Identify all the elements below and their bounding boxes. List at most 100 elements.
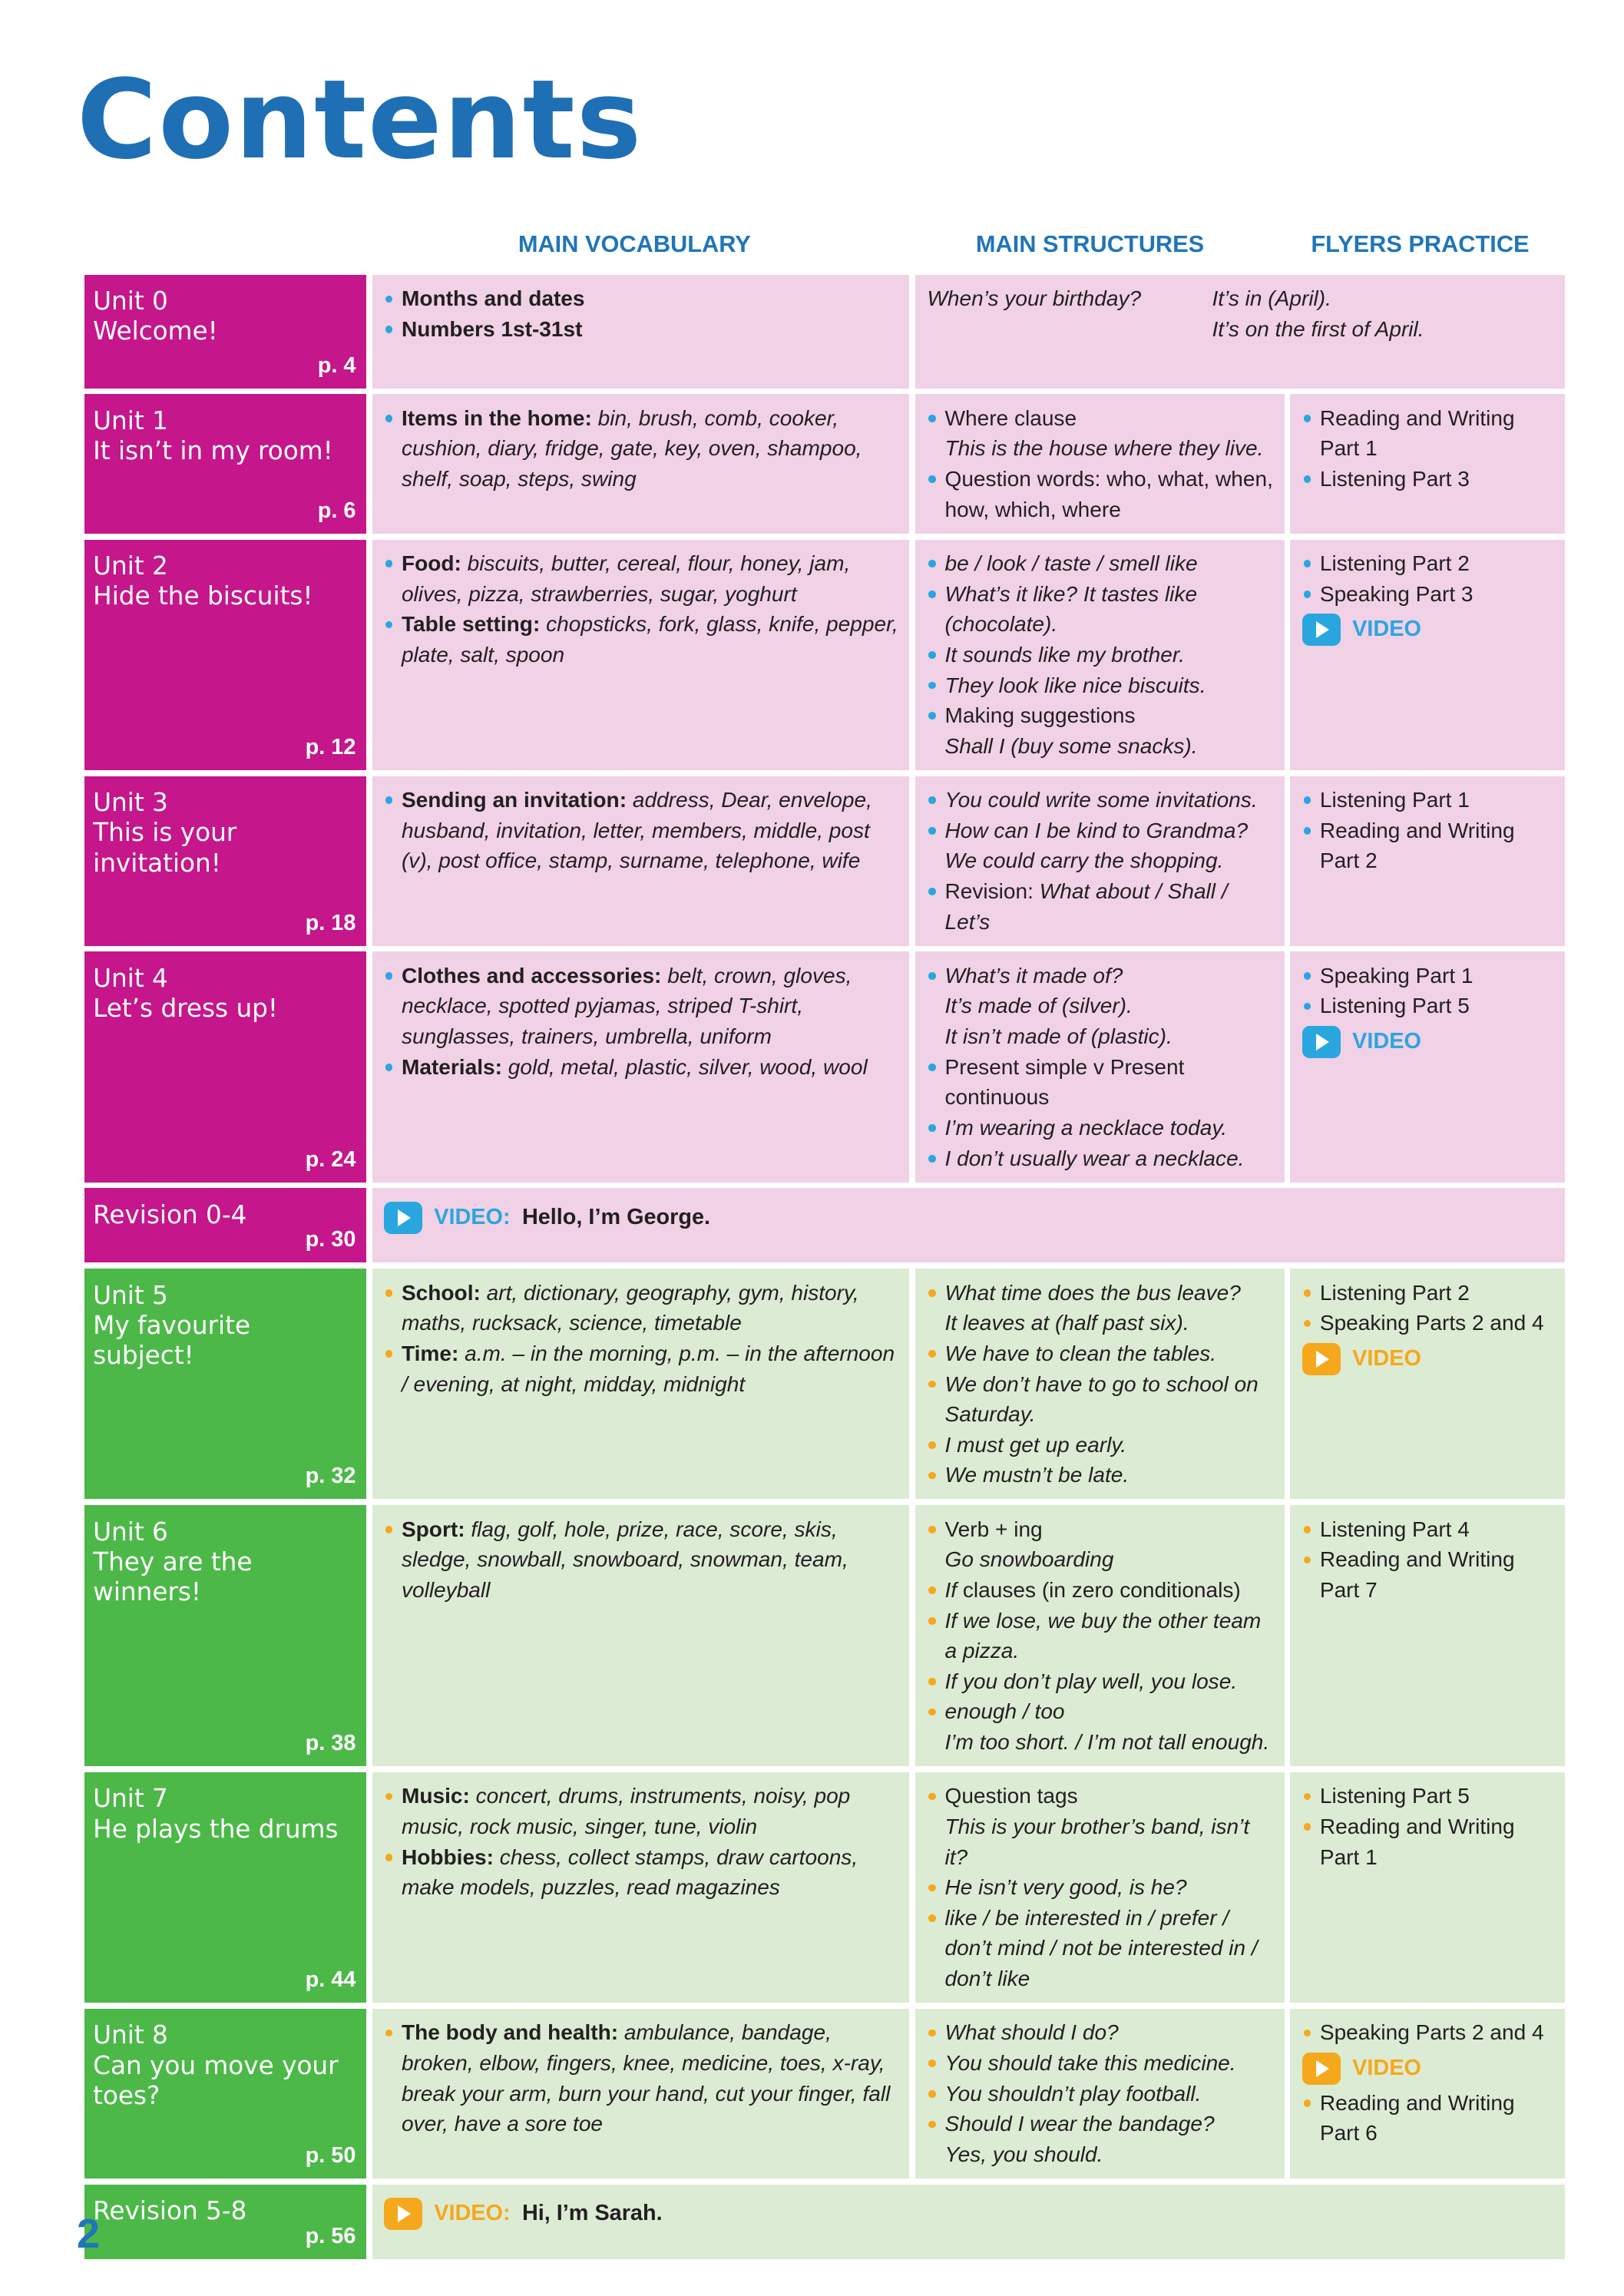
page-number: 2 — [76, 2211, 100, 2258]
structure-text: What’s it made of? — [944, 963, 1123, 988]
structure-text: If — [944, 1577, 958, 1602]
vocab-item: Hobbies: chess, collect stamps, draw car… — [384, 1842, 901, 1903]
unit-cell[interactable]: Revision 0-4 p. 30 — [84, 1188, 366, 1263]
vocab-words: gold, metal, plastic, silver, wood, wool — [501, 1054, 868, 1079]
structures-cell: Question tags This is your brother’s band… — [915, 1772, 1285, 2003]
vocab-words: belt, crown, gloves, necklace, spotted p… — [401, 963, 852, 1049]
play-icon — [383, 1201, 422, 1234]
structure-item: They look like nice biscuits. — [927, 670, 1275, 701]
revision-content: VIDEO: Hi, I’m Sarah. — [372, 2184, 1566, 2259]
vocab-category: Music: — [401, 1784, 470, 1808]
structure-line: What’s it like? It tastes like (chocolat… — [945, 579, 1276, 640]
structure-line: We don’t have to go to school on Saturda… — [945, 1369, 1276, 1430]
page-ref: p. 56 — [305, 2223, 356, 2248]
video-link[interactable]: VIDEO — [1302, 1025, 1556, 1059]
structure-item: I’m wearing a necklace today. — [927, 1113, 1275, 1143]
unit-cell[interactable]: Unit 4 Let’s dress up! p. 24 — [84, 951, 366, 1183]
flyers-item: Reading and Writing Part 2 — [1302, 816, 1556, 876]
vocab-item: Months and dates — [384, 283, 901, 314]
unit-row: Unit 0 Welcome! p. 4 Months and dates Number… — [84, 274, 1566, 389]
unit-row: Revision 5-8 p. 56 VIDEO: Hi, I’m Sarah. — [84, 2184, 1566, 2259]
unit-name: It isn’t in my room! — [93, 436, 333, 466]
structure-pairs: When’s your birthday? It’s in (April). It’… — [927, 283, 1556, 344]
flyers-item: Speaking Part 1 — [1302, 961, 1556, 991]
structure-line: It leaves at (half past six). — [945, 1308, 1276, 1338]
vocab-words: biscuits, butter, cereal, flour, honey, … — [401, 551, 851, 606]
structure-item: What’s it like? It tastes like (chocolat… — [927, 579, 1275, 640]
structure-item: If clauses (in zero conditionals) — [927, 1575, 1275, 1606]
unit-name: Let’s dress up! — [93, 994, 278, 1024]
video-link[interactable]: VIDEO: Hello, I’m George. — [383, 1201, 1556, 1234]
structure-text: Present simple v Present continuous — [944, 1054, 1185, 1110]
unit-label: Unit 8 — [93, 2020, 168, 2050]
structure-text: We don’t have to go to school on Saturda… — [944, 1371, 1259, 1427]
unit-row: Unit 2 Hide the biscuits! p. 12 Food: biscu… — [84, 539, 1566, 770]
structure-item: We have to clean the tables. — [927, 1338, 1275, 1369]
play-icon — [1302, 2052, 1341, 2085]
structure-text: You could write some invitations. — [944, 788, 1258, 812]
structure-text: Shall I (buy some snacks). — [944, 733, 1198, 758]
structure-text: We mustn’t be late. — [944, 1463, 1130, 1487]
structure-text: enough / too — [944, 1699, 1065, 1724]
structure-text: What time does the bus leave? — [944, 1280, 1241, 1305]
structure-text: You should take this medicine. — [944, 2050, 1236, 2075]
unit-cell[interactable]: Unit 5 My favourite subject! p. 32 — [84, 1269, 366, 1500]
structure-line: It sounds like my brother. — [945, 640, 1276, 670]
structure-line: I must get up early. — [945, 1430, 1276, 1461]
structure-item: You could write some invitations. — [927, 785, 1275, 816]
structure-text: I must get up early. — [944, 1432, 1127, 1457]
structures-cell: When’s your birthday? It’s in (April). It’… — [915, 274, 1566, 389]
structure-text: like / be interested in / prefer / don’t… — [944, 1905, 1258, 1990]
structure-text: It isn’t made of (plastic). — [944, 1024, 1173, 1049]
unit-row: Unit 5 My favourite subject! p. 32 School: … — [84, 1269, 1566, 1500]
structure-item: How can I be kind to Grandma? We could ca… — [927, 816, 1275, 876]
structure-line: It’s made of (silver). — [945, 991, 1276, 1021]
flyers-cell: Listening Part 1 Reading and Writing Part… — [1290, 776, 1566, 946]
page-ref: p. 4 — [317, 352, 356, 378]
unit-name: They are the winners! — [93, 1547, 253, 1607]
page-ref: p. 24 — [305, 1146, 356, 1172]
video-link[interactable]: VIDEO — [1302, 1342, 1556, 1375]
structures-cell: What time does the bus leave? It leaves a… — [915, 1269, 1285, 1500]
video-link[interactable]: VIDEO — [1302, 2052, 1556, 2085]
unit-cell[interactable]: Unit 6 They are the winners! p. 38 — [84, 1505, 366, 1767]
structure-line: If you don’t play well, you lose. — [945, 1666, 1276, 1697]
structure-line: be / look / taste / smell like — [945, 548, 1276, 579]
unit-cell[interactable]: Unit 7 He plays the drums p. 44 — [84, 1772, 366, 2003]
unit-name: Can you move your toes? — [93, 2050, 339, 2111]
structure-line: We could carry the shopping. — [945, 845, 1276, 876]
structure-text: Where clause — [944, 405, 1077, 430]
flyers-item: Reading and Writing Part 7 — [1302, 1544, 1556, 1605]
unit-name: Hide the biscuits! — [93, 581, 313, 611]
vocab-words: ambulance, bandage, broken, elbow, finge… — [401, 2020, 891, 2136]
play-icon — [1302, 1342, 1341, 1375]
contents-table: Unit 0 Welcome! p. 4 Months and dates Number… — [84, 274, 1566, 2265]
structure-text: Verb + ing — [944, 1517, 1043, 1541]
unit-cell[interactable]: Unit 1 It isn’t in my room! p. 6 — [84, 394, 366, 534]
unit-cell[interactable]: Unit 8 Can you move your toes? p. 50 — [84, 2008, 366, 2179]
play-icon — [1302, 1025, 1341, 1059]
structure-text: What’s it like? It tastes like (chocolat… — [944, 581, 1198, 637]
flyers-cell: Speaking Parts 2 and 4 VIDEO Reading and W… — [1290, 2008, 1566, 2179]
structures-cell: You could write some invitations. How can… — [915, 776, 1285, 946]
unit-cell[interactable]: Unit 3 This is your invitation! p. 18 — [84, 776, 366, 946]
vocab-words: concert, drums, instruments, noisy, pop … — [401, 1784, 851, 1838]
structure-line: Where clause — [945, 403, 1276, 434]
vocab-item: Numbers 1st-31st — [384, 314, 901, 345]
structure-text: It leaves at (half past six). — [944, 1311, 1189, 1335]
video-link[interactable]: VIDEO — [1302, 614, 1556, 647]
video-link[interactable]: VIDEO: Hi, I’m Sarah. — [383, 2197, 1556, 2231]
unit-cell[interactable]: Unit 2 Hide the biscuits! p. 12 — [84, 539, 366, 770]
unit-cell[interactable]: Revision 5-8 p. 56 — [84, 2184, 366, 2259]
structure-text: We could carry the shopping. — [944, 849, 1224, 873]
flyers-cell: Listening Part 2 Speaking Part 3 VIDEO — [1290, 539, 1566, 770]
structure-item: What’s it made of? It’s made of (silver).… — [927, 961, 1275, 1052]
unit-name: Welcome! — [93, 316, 218, 346]
unit-row: Revision 0-4 p. 30 VIDEO: Hello, I’m George… — [84, 1188, 1566, 1263]
unit-cell[interactable]: Unit 0 Welcome! p. 4 — [84, 274, 366, 389]
structure-text: He isn’t very good, is he? — [944, 1875, 1187, 1900]
vocab-words: chopsticks, fork, glass, knife, pepper, … — [401, 612, 898, 667]
unit-label: Unit 0 — [93, 286, 168, 316]
flyers-item: Reading and Writing Part 1 — [1302, 1811, 1556, 1872]
structure-item: It sounds like my brother. — [927, 640, 1275, 670]
